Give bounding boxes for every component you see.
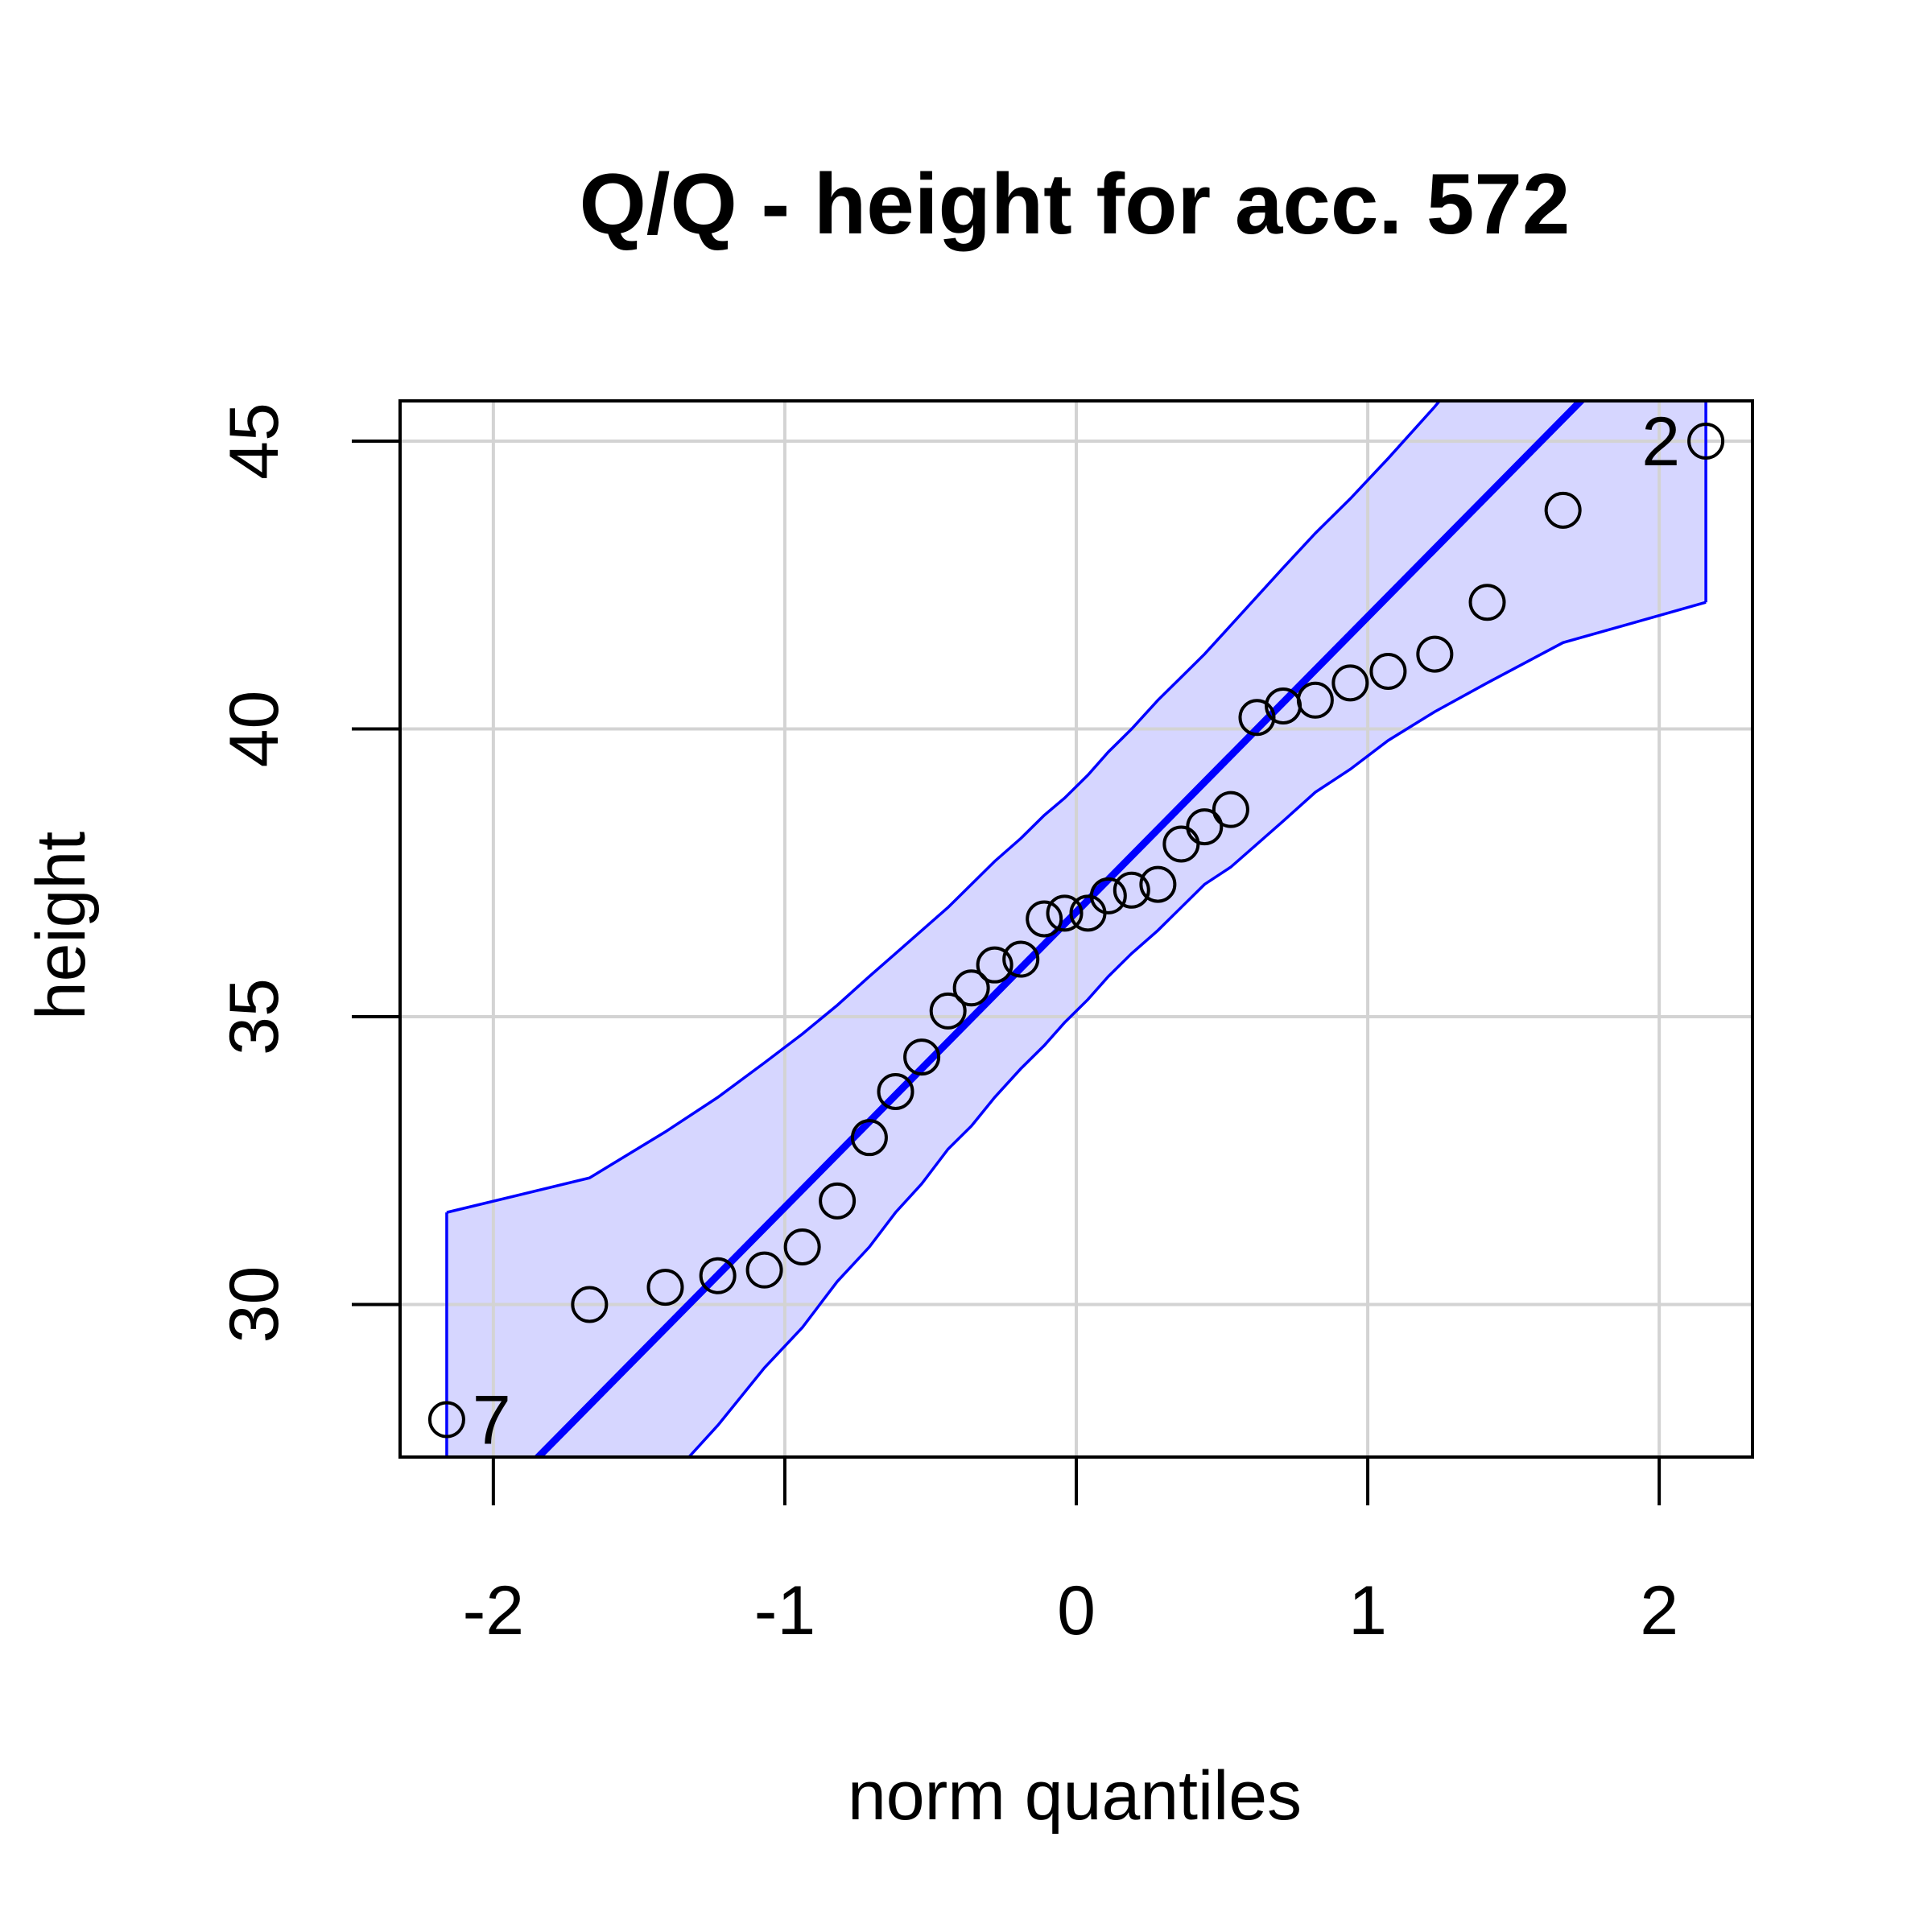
- data-point: [952, 969, 990, 1007]
- x-tick-label: 1: [1348, 1572, 1387, 1649]
- y-tick-label: 35: [216, 978, 293, 1055]
- data-point: [1687, 423, 1725, 460]
- data-point: [1186, 808, 1224, 846]
- reference-line: [533, 401, 1587, 1457]
- data-point: [1113, 871, 1150, 909]
- plot-area: 7 2 -2 -1 0 1 2 30 35 40 45: [216, 399, 1754, 1649]
- x-tick-label: -2: [463, 1572, 524, 1649]
- data-point: [976, 946, 1013, 984]
- data-point: [1212, 791, 1249, 828]
- x-tick-label: 2: [1640, 1572, 1678, 1649]
- data-point: [1296, 681, 1334, 719]
- data-point: [903, 1038, 941, 1076]
- data-point: [427, 1401, 465, 1439]
- y-axis-label: height: [23, 832, 100, 1020]
- data-point: [1139, 865, 1177, 903]
- x-axis-label: norm quantiles: [848, 1757, 1302, 1835]
- x-tick-label: 0: [1057, 1572, 1096, 1649]
- data-point: [1026, 900, 1063, 938]
- data-point: [929, 992, 967, 1030]
- data-point: [1046, 894, 1084, 932]
- y-tick-label: 30: [216, 1266, 293, 1344]
- data-point: [571, 1286, 609, 1323]
- envelope-lower-line: [687, 601, 1707, 1457]
- data-point: [1369, 653, 1407, 691]
- data-point: [1238, 699, 1276, 737]
- data-point: [745, 1251, 783, 1289]
- data-point: [1089, 877, 1127, 914]
- data-point: [877, 1072, 914, 1110]
- envelope-upper-line: [446, 401, 1442, 1214]
- data-point: [699, 1257, 737, 1294]
- data-point: [1468, 584, 1506, 621]
- data-point: [1544, 491, 1582, 529]
- x-tick-label: -1: [754, 1572, 815, 1649]
- chart-title: Q/Q - height for acc. 572: [580, 155, 1571, 252]
- data-point: [646, 1269, 684, 1307]
- data-point: [783, 1228, 821, 1266]
- data-point: [819, 1182, 857, 1220]
- data-point: [1416, 635, 1454, 673]
- y-tick-label: 40: [216, 691, 293, 768]
- data-point: [850, 1119, 888, 1157]
- point-label: 2: [1641, 403, 1680, 481]
- data-point: [1331, 664, 1369, 702]
- point-label: 7: [473, 1382, 511, 1459]
- plot-clipped-layer: [400, 401, 1752, 1457]
- data-point: [1002, 940, 1040, 978]
- y-tick-label: 45: [216, 402, 293, 480]
